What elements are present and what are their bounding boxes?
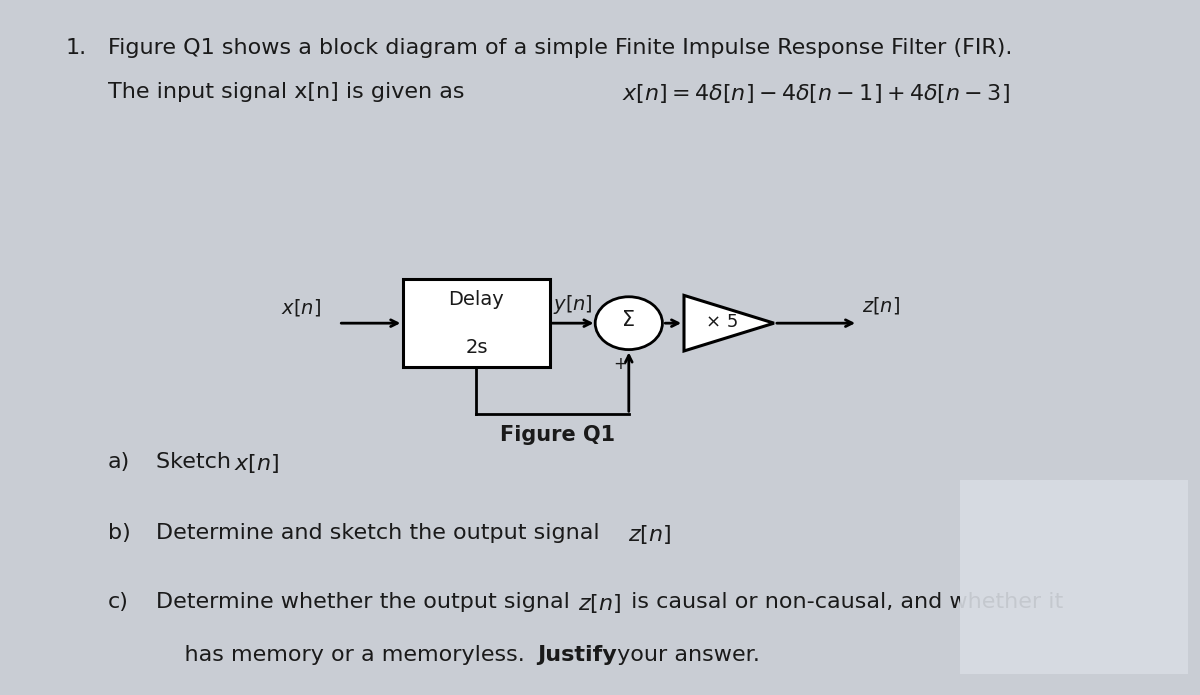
Bar xyxy=(960,480,1188,674)
Text: is causal or non-causal, and whether it: is causal or non-causal, and whether it xyxy=(624,592,1063,612)
Text: has memory or a memoryless.: has memory or a memoryless. xyxy=(156,645,532,665)
Text: $z[n]$: $z[n]$ xyxy=(628,523,671,546)
Text: $x[n]$: $x[n]$ xyxy=(234,452,280,475)
Ellipse shape xyxy=(595,297,662,350)
Polygon shape xyxy=(684,295,774,351)
Text: +: + xyxy=(613,355,628,373)
Text: $z[n]$: $z[n]$ xyxy=(578,592,622,615)
Text: a): a) xyxy=(108,452,131,472)
Text: $x[n]$: $x[n]$ xyxy=(281,297,320,318)
Text: Delay: Delay xyxy=(449,291,504,309)
Bar xyxy=(403,279,550,367)
Text: c): c) xyxy=(108,592,128,612)
Text: The input signal x[n] is given as: The input signal x[n] is given as xyxy=(108,82,472,102)
Text: 2s: 2s xyxy=(466,338,487,357)
Text: Sketch: Sketch xyxy=(156,452,238,472)
Text: Determine and sketch the output signal: Determine and sketch the output signal xyxy=(156,523,607,543)
Text: Justify: Justify xyxy=(538,645,617,665)
Text: Figure Q1: Figure Q1 xyxy=(500,425,616,445)
Text: 1.: 1. xyxy=(66,38,88,58)
Text: $z[n]$: $z[n]$ xyxy=(862,295,900,316)
Text: b): b) xyxy=(108,523,131,543)
Text: $x[n]=4\delta[n]-4\delta[n-1]+4\delta[n-3]$: $x[n]=4\delta[n]-4\delta[n-1]+4\delta[n-… xyxy=(622,82,1009,105)
Text: $y[n]$: $y[n]$ xyxy=(553,293,593,316)
Text: Determine whether the output signal: Determine whether the output signal xyxy=(156,592,577,612)
Text: Figure Q1 shows a block diagram of a simple Finite Impulse Response Filter (FIR): Figure Q1 shows a block diagram of a sim… xyxy=(108,38,1013,58)
Text: your answer.: your answer. xyxy=(610,645,760,665)
Text: Σ: Σ xyxy=(623,310,635,329)
Text: × 5: × 5 xyxy=(706,313,738,331)
